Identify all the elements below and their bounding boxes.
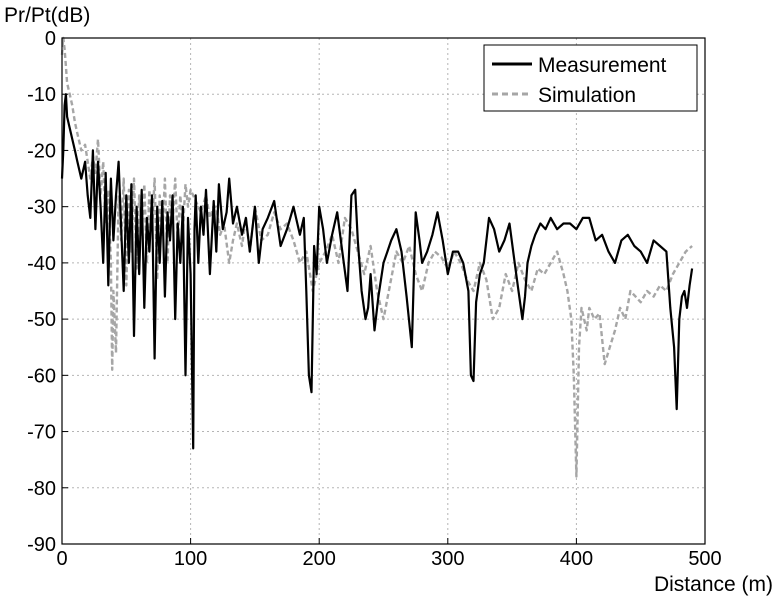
x-tick-label: 300	[431, 548, 464, 570]
x-tick-label: 400	[560, 548, 593, 570]
legend-label-simulation: Simulation	[538, 84, 636, 107]
x-axis-label: Distance (m)	[654, 573, 773, 596]
series-line-measurement	[60, 93, 694, 450]
y-tick-label: 0	[45, 28, 56, 50]
y-tick-label: -80	[27, 478, 56, 500]
series-line-simulation	[60, 36, 693, 478]
y-tick-label: -90	[27, 534, 56, 556]
legend-box	[483, 44, 698, 112]
series-layer	[60, 36, 694, 478]
x-tick-label: 500	[688, 548, 721, 570]
y-tick-label: -50	[27, 309, 56, 331]
y-tick-label: -30	[27, 197, 56, 219]
ticks: 0 100 200 300 400 500 0 -10 -20 -30 -40 -50 -60 -70 -8…	[27, 28, 722, 570]
y-tick-label: -20	[27, 140, 56, 162]
y-tick-label: -60	[27, 365, 56, 387]
y-axis-label: Pr/Pt(dB)	[4, 4, 90, 27]
x-tick-label: 100	[174, 548, 207, 570]
y-tick-label: -70	[27, 422, 56, 444]
plot-frame	[61, 37, 706, 545]
y-tick-label: -40	[27, 253, 56, 275]
x-tick-label: 0	[56, 548, 67, 570]
legend: Measurement Simulation	[483, 44, 698, 112]
legend-label-measurement: Measurement	[538, 54, 667, 77]
x-tick-label: 200	[303, 548, 336, 570]
y-tick-label: -10	[27, 84, 56, 106]
plot-background	[62, 38, 705, 544]
